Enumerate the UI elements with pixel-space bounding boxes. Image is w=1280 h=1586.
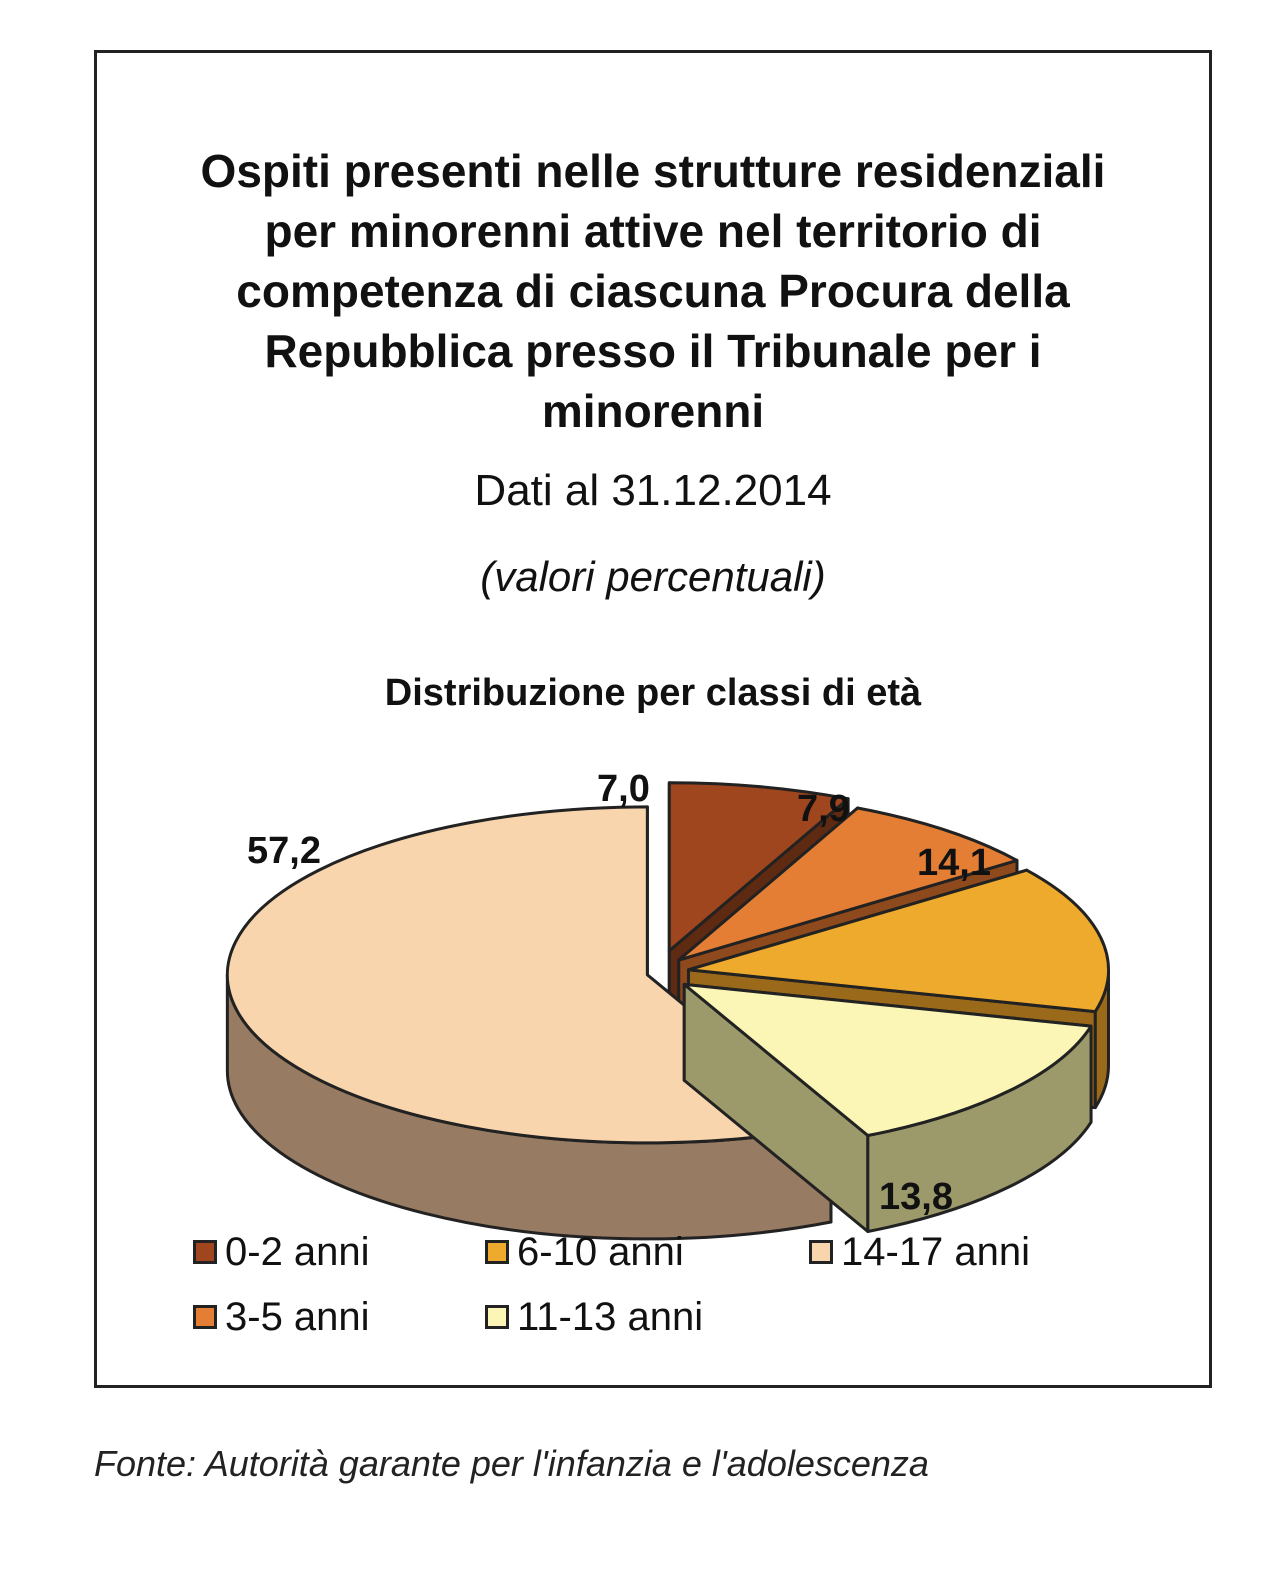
pie-slices: [225, 781, 1110, 1241]
legend-swatch: [193, 1240, 217, 1264]
data-label-0-2-anni: 7,0: [597, 768, 650, 810]
legend-item-3-5: 3-5 anni: [193, 1293, 370, 1341]
legend-item-14-17: 14-17 anni: [809, 1228, 1030, 1276]
legend-item-11-13: 11-13 anni: [485, 1293, 703, 1341]
legend-swatch: [809, 1240, 833, 1264]
chart-frame: Ospiti presenti nelle strutture residenz…: [94, 50, 1212, 1388]
data-label-14-17-anni: 57,2: [247, 830, 321, 872]
legend-item-6-10: 6-10 anni: [485, 1228, 684, 1276]
legend-item-0-2: 0-2 anni: [193, 1228, 370, 1276]
slice-top: [225, 805, 833, 1145]
legend-swatch: [485, 1240, 509, 1264]
source-note: Fonte: Autorità garante per l'infanzia e…: [94, 1443, 929, 1484]
legend-label: 14-17 anni: [841, 1230, 1031, 1274]
chart-main-title: Ospiti presenti nelle strutture residenz…: [200, 145, 1106, 437]
data-label-3-5-anni: 7,9: [797, 788, 850, 830]
date-line: Dati al 31.12.2014: [474, 466, 832, 515]
slice-top: [682, 982, 1093, 1137]
legend-swatch: [193, 1305, 217, 1329]
legend-label: 11-13 anni: [517, 1295, 704, 1339]
legend-label: 0-2 anni: [225, 1230, 370, 1274]
pie-chart-title: Distribuzione per classi di età: [384, 672, 922, 714]
pie-chart: 7,0 7,9 14,1 13,8 57,2: [225, 768, 1110, 1241]
legend-label: 3-5 anni: [225, 1295, 370, 1339]
legend-label: 6-10 anni: [517, 1230, 684, 1274]
pie-slice-11-13-anni: [682, 982, 1093, 1233]
slice-top: [686, 868, 1110, 1014]
data-label-11-13-anni: 13,8: [879, 1176, 953, 1218]
slice-top: [667, 781, 850, 953]
data-label-6-10-anni: 14,1: [917, 842, 991, 884]
unit-line: (valori percentuali): [480, 553, 826, 600]
slice-top: [677, 806, 1019, 962]
legend-swatch: [485, 1305, 509, 1329]
